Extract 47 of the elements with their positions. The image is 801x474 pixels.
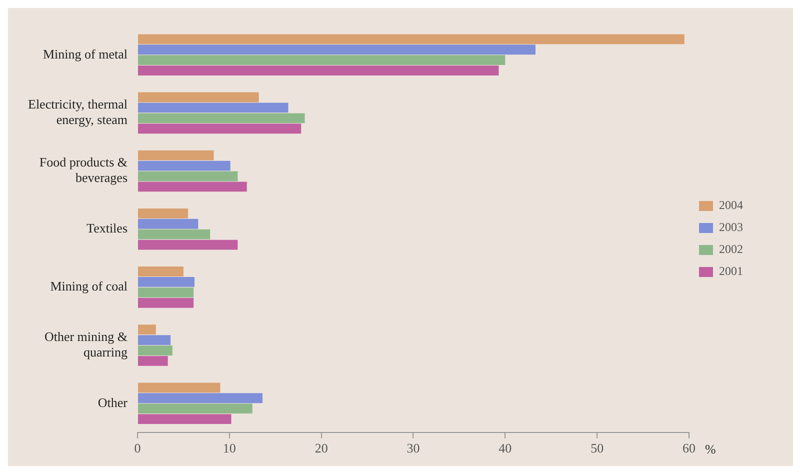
bar (138, 324, 156, 335)
y-tick-label: Textiles (86, 220, 128, 236)
bar (138, 66, 499, 76)
bar (138, 356, 168, 366)
bar (138, 208, 188, 218)
legend-label: 2001 (719, 264, 743, 278)
y-tick-label: Mining of coal (50, 278, 128, 294)
bar (138, 92, 259, 102)
x-tick-label: 0 (134, 440, 141, 456)
bar (138, 240, 238, 250)
bar (138, 171, 238, 182)
bar (138, 393, 263, 404)
x-axis-title: % (705, 441, 716, 456)
y-tick-label: Other mining & quarring (44, 328, 128, 360)
bar (138, 298, 194, 308)
y-tick-label: Other (98, 394, 128, 410)
legend-label: 2004 (719, 198, 743, 212)
bar (138, 276, 194, 287)
legend-label: 2002 (719, 242, 743, 256)
bar (138, 346, 172, 356)
bar (138, 113, 305, 124)
x-tick-label: 40 (498, 440, 512, 456)
bar (138, 124, 302, 134)
bar (138, 34, 684, 44)
x-tick-label: 50 (590, 440, 604, 456)
bar (138, 287, 194, 298)
bar (138, 55, 506, 66)
y-tick-label: Electricity, thermal energy, steam (28, 96, 128, 128)
bar (138, 404, 252, 414)
bar (138, 229, 210, 240)
bar (138, 150, 214, 160)
y-tick-label: Food products & beverages (39, 154, 128, 186)
bar (138, 218, 198, 229)
bar (138, 414, 232, 424)
bar (138, 182, 247, 192)
x-tick-label: 30 (406, 440, 420, 456)
bar (138, 44, 536, 55)
x-tick-label: 20 (314, 440, 328, 456)
legend-label: 2003 (719, 220, 743, 234)
bar (138, 335, 171, 346)
bar (138, 266, 184, 276)
x-tick-label: 10 (222, 440, 236, 456)
bar (138, 102, 288, 113)
x-tick-label: 60 (682, 440, 696, 456)
y-tick-label: Mining of metal (43, 46, 128, 62)
bar (138, 160, 230, 171)
bar (138, 382, 220, 393)
